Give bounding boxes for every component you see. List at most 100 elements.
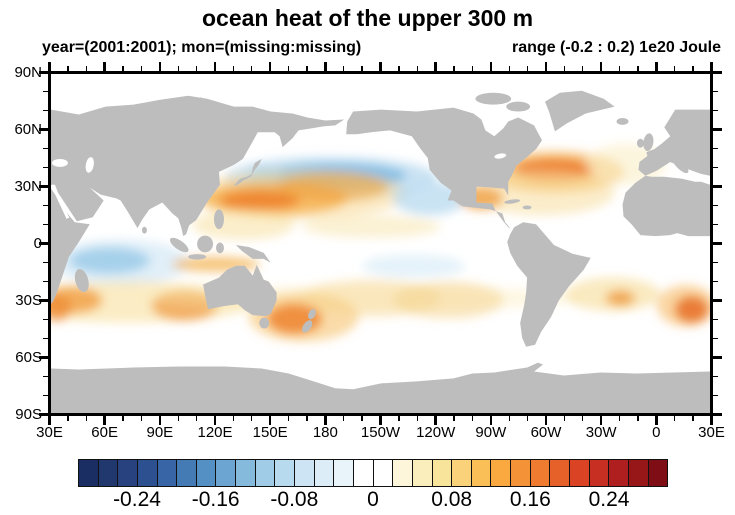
baja-california-cool xyxy=(393,181,467,216)
x-axis-label-180-5: 180 xyxy=(312,424,338,441)
axis-tick xyxy=(471,66,474,71)
axis-tick xyxy=(177,66,179,71)
axis-tick xyxy=(122,416,124,421)
axis-tick xyxy=(287,416,290,421)
colorbar-cell-8 xyxy=(236,460,256,486)
axis-tick xyxy=(306,416,308,421)
axis-tick xyxy=(416,416,418,421)
x-axis-label-120W-7: 120W xyxy=(416,424,456,441)
x-axis-label-30W-10: 30W xyxy=(585,424,617,441)
axis-tick xyxy=(508,66,510,71)
axis-tick xyxy=(48,416,51,425)
axis-tick xyxy=(213,416,217,425)
axis-tick xyxy=(713,147,718,150)
axis-tick xyxy=(674,66,676,71)
colorbar-cell-28 xyxy=(628,460,649,486)
x-axis-label-60W-9: 60W xyxy=(530,424,562,441)
axis-tick xyxy=(713,318,718,321)
axis-tick xyxy=(471,416,474,421)
colorbar-cell-3 xyxy=(137,460,158,486)
axis-tick xyxy=(544,416,548,425)
world-map xyxy=(51,74,710,413)
central-pacific-warm-lobe xyxy=(277,171,388,202)
axis-tick xyxy=(43,223,48,226)
axis-tick xyxy=(43,394,48,397)
east-africa-landmass xyxy=(51,188,90,304)
antarctica-landmass xyxy=(51,362,710,413)
axis-tick xyxy=(434,62,437,71)
s-pacific-cool-wisp xyxy=(362,254,465,278)
west-africa-landmass xyxy=(622,175,710,237)
colorbar-cell-11 xyxy=(295,460,315,486)
axis-tick xyxy=(324,416,327,425)
axis-tick xyxy=(637,416,639,421)
axis-tick xyxy=(713,394,718,397)
colorbar-cell-20 xyxy=(471,460,492,486)
kuroshio-warm-core xyxy=(219,190,300,210)
axis-tick xyxy=(508,416,510,421)
axis-tick xyxy=(713,90,718,93)
x-axis-label-90W-8: 90W xyxy=(475,424,507,441)
se-pacific-warm xyxy=(393,281,504,319)
colorbar-cell-22 xyxy=(511,460,531,486)
colorbar-label-0.16: 0.16 xyxy=(509,488,551,511)
axis-tick xyxy=(713,185,722,188)
y-axis-label-30S: 30S xyxy=(15,291,42,309)
europe-landmass xyxy=(638,109,710,176)
axis-tick xyxy=(713,299,722,302)
axis-tick xyxy=(85,416,87,421)
axis-tick xyxy=(48,62,51,71)
axis-tick xyxy=(195,66,198,71)
philippine-sea-warm xyxy=(191,209,295,240)
axis-tick xyxy=(713,261,718,264)
axis-tick xyxy=(43,261,48,264)
axis-tick xyxy=(416,66,418,71)
axis-tick xyxy=(563,66,566,71)
x-axis-label-30E-0: 30E xyxy=(36,424,63,441)
axis-tick xyxy=(713,204,718,207)
eq-pacific-warm-wisp xyxy=(301,215,441,238)
axis-tick xyxy=(232,416,235,421)
philippines-islands xyxy=(214,209,224,230)
axis-tick xyxy=(361,416,363,421)
axis-tick xyxy=(43,90,48,93)
axis-tick xyxy=(39,71,48,74)
iceland-island xyxy=(616,117,629,125)
axis-tick xyxy=(268,416,272,425)
axis-tick xyxy=(39,242,48,245)
axis-tick xyxy=(140,416,143,421)
axis-tick xyxy=(158,62,162,71)
red-sea xyxy=(53,189,70,219)
axis-tick xyxy=(713,223,718,226)
north-america-landmass xyxy=(346,107,543,229)
colorbar xyxy=(78,459,668,487)
page-title: ocean heat of the upper 300 m xyxy=(201,5,534,31)
x-axis-label-0-11: 0 xyxy=(652,424,661,441)
axis-tick xyxy=(39,128,48,131)
axis-tick xyxy=(563,416,566,421)
axis-tick xyxy=(544,62,548,71)
axis-tick xyxy=(710,416,713,425)
landmasses xyxy=(51,90,710,413)
x-axis-label-120E-3: 120E xyxy=(197,424,233,441)
colorbar-cell-6 xyxy=(196,460,217,486)
axis-tick xyxy=(343,66,345,71)
axis-tick xyxy=(582,66,584,71)
sulawesi-island xyxy=(215,242,224,254)
axis-tick xyxy=(713,242,722,245)
new-zealand-north-island xyxy=(308,309,316,320)
axis-tick xyxy=(43,147,48,150)
agulhas-warm-core xyxy=(675,296,709,323)
axis-tick xyxy=(67,66,69,71)
axis-tick xyxy=(618,416,621,421)
axis-tick xyxy=(361,66,363,71)
colorbar-label--0.08: -0.08 xyxy=(270,488,319,511)
axis-tick xyxy=(39,185,48,188)
great-britain-island xyxy=(643,133,654,152)
colorbar-cell-7 xyxy=(216,460,237,486)
subtitle-range: range (-0.2 : 0.2) 1e20 Joule xyxy=(512,39,721,56)
axis-tick xyxy=(39,299,48,302)
axis-tick xyxy=(489,416,493,425)
colorbar-cell-9 xyxy=(255,460,276,486)
